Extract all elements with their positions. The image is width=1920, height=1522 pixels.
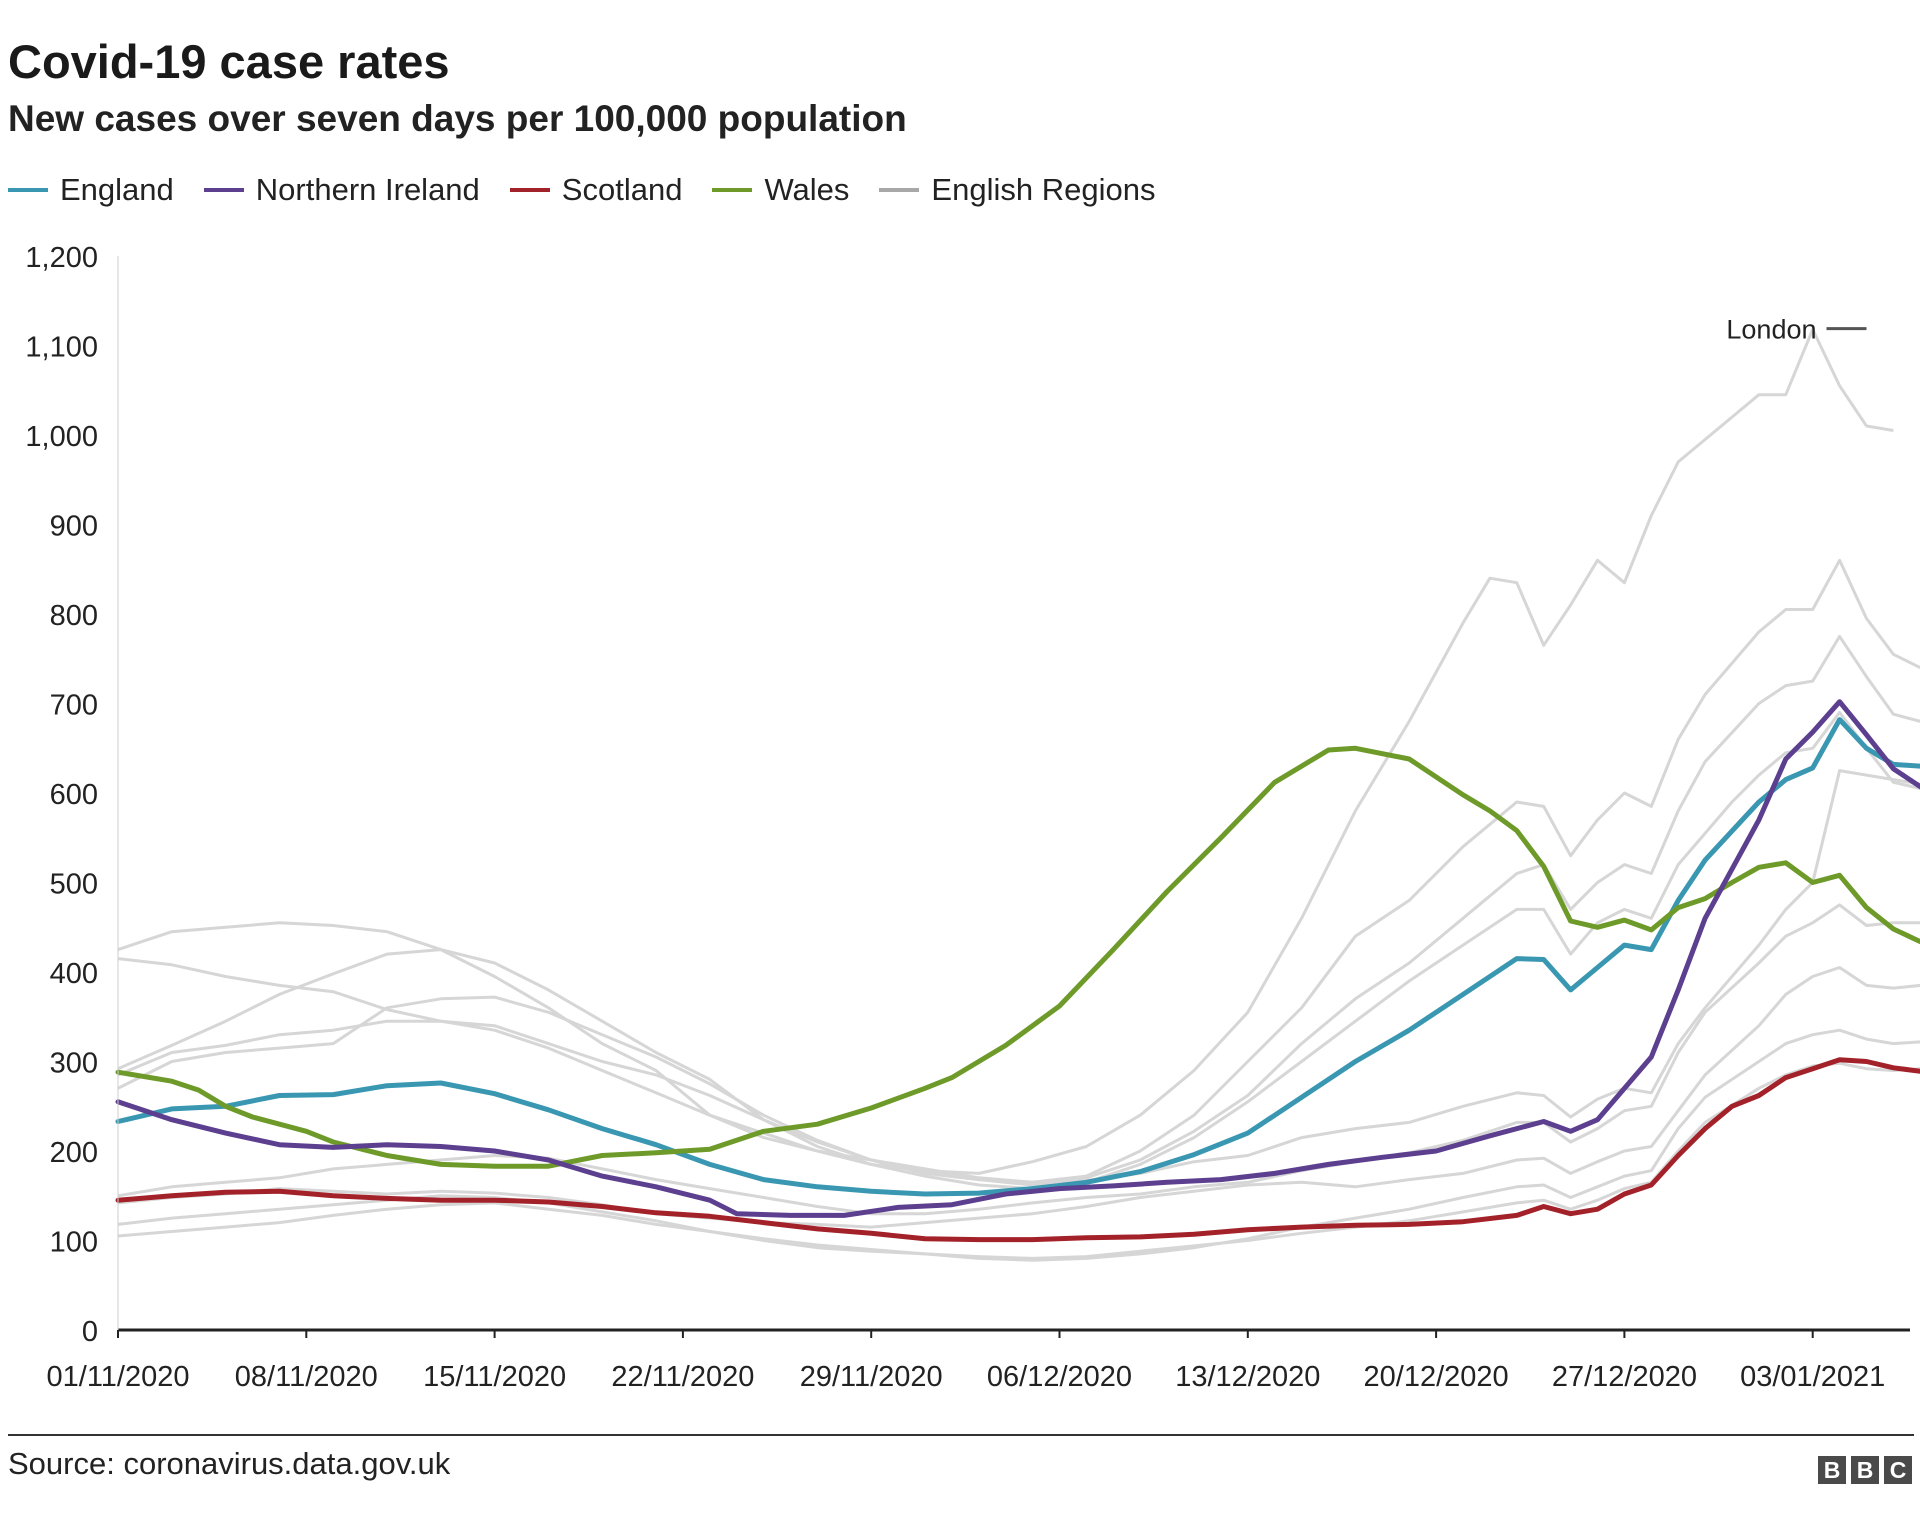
english-region-line — [117, 634, 1920, 1187]
y-tick-label: 1,100 — [25, 332, 98, 364]
annotation-label-london: London — [1726, 315, 1816, 345]
legend-swatch — [712, 188, 753, 192]
english-region-line — [117, 1028, 1920, 1262]
y-tick-label: 300 — [50, 1048, 98, 1080]
y-tick-label: 700 — [50, 690, 98, 722]
english-region-line — [117, 558, 1920, 1184]
legend-label: Northern Ireland — [255, 172, 480, 207]
x-tick-label: 15/11/2020 — [423, 1361, 566, 1393]
y-tick-label: 400 — [50, 958, 98, 990]
legend-item-northern-ireland: Northern Ireland — [203, 172, 480, 208]
y-tick-label: 600 — [50, 779, 98, 811]
bbc-logo: B B C — [1813, 1456, 1912, 1484]
y-tick-label: 900 — [50, 511, 98, 543]
x-tick-label: 13/12/2020 — [1175, 1361, 1320, 1393]
bbc-logo-letter: C — [1884, 1456, 1912, 1484]
x-tick-label: 08/11/2020 — [235, 1361, 378, 1393]
legend-swatch — [509, 188, 550, 192]
legend-label: England — [60, 172, 174, 207]
legend-label: Wales — [764, 172, 850, 207]
legend-swatch — [203, 188, 244, 192]
legend-item-english-regions: English Regions — [879, 172, 1155, 208]
legend-item-scotland: Scotland — [509, 172, 683, 208]
y-tick-label: 200 — [50, 1137, 98, 1169]
english-region-line — [117, 903, 1920, 1216]
y-tick-label: 100 — [50, 1227, 98, 1259]
legend-item-england: England — [8, 172, 174, 208]
chart-subtitle: New cases over seven days per 100,000 po… — [8, 98, 907, 139]
chart-title: Covid-19 case rates — [8, 35, 450, 88]
scotland-line — [115, 1057, 1920, 1243]
nation-lines — [115, 699, 1920, 1243]
northern-ireland-line — [115, 699, 1920, 1218]
annotations: London — [1726, 315, 1867, 345]
legend-label: English Regions — [931, 172, 1156, 207]
legend-swatch — [8, 188, 48, 192]
x-tick-label: 01/11/2020 — [47, 1361, 190, 1393]
y-tick-label: 1,000 — [25, 421, 98, 453]
english-region-line — [117, 327, 1894, 1175]
england-line — [115, 717, 1920, 1197]
bbc-logo-letter: B — [1851, 1456, 1879, 1484]
english-region-line — [117, 711, 1920, 1191]
x-tick-label: 20/12/2020 — [1364, 1361, 1509, 1393]
legend-swatch — [879, 188, 920, 192]
english-region-line — [117, 966, 1920, 1229]
x-tick-label: 22/11/2020 — [611, 1361, 754, 1393]
x-tick-label: 03/01/2021 — [1740, 1361, 1885, 1393]
english-region-line — [117, 769, 1920, 1184]
english-regions-lines — [117, 327, 1920, 1262]
x-axis: 01/11/2020 08/11/2020 15/11/2020 22/11/2020… — [47, 256, 1910, 1393]
bbc-logo-letter: B — [1818, 1456, 1846, 1484]
x-tick-label: 27/12/2020 — [1552, 1361, 1697, 1393]
source-note: Source: coronavirus.data.gov.uk — [8, 1446, 451, 1481]
y-tick-label: 500 — [50, 869, 98, 901]
legend-item-wales: Wales — [712, 172, 849, 208]
line-chart: 0 100 200 300 400 500 600 700 800 900 1,000 1,100 1,… — [25, 242, 1920, 1393]
y-axis: 0 100 200 300 400 500 600 700 800 900 1,000 1,100 1,… — [25, 242, 98, 1348]
legend: England Northern Ireland Scotland Wales Engl… — [8, 170, 1185, 210]
footer-divider — [8, 1434, 1914, 1436]
x-tick-label: 29/11/2020 — [800, 1361, 943, 1393]
legend-label: Scotland — [561, 172, 683, 207]
x-tick-label: 06/12/2020 — [987, 1361, 1132, 1393]
y-tick-label: 1,200 — [25, 242, 98, 274]
y-tick-label: 800 — [50, 600, 98, 632]
wales-line — [115, 745, 1920, 1169]
y-tick-label: 0 — [82, 1316, 98, 1348]
